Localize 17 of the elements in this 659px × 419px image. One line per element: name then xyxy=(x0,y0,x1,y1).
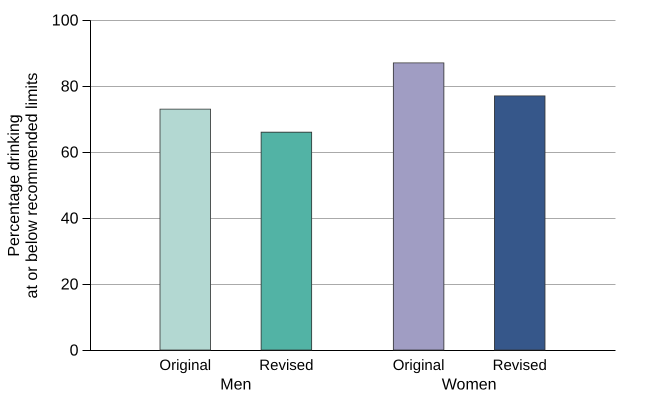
y-tick-label: 20 xyxy=(60,276,79,294)
bar xyxy=(494,96,546,350)
y-tick-label: 60 xyxy=(60,144,79,162)
bar xyxy=(260,132,312,350)
y-tick-label: 0 xyxy=(70,342,79,360)
x-tick-label: Men xyxy=(220,376,252,394)
text: Revised xyxy=(492,357,547,374)
bar xyxy=(160,108,211,350)
bar xyxy=(392,62,444,350)
series-label: Original xyxy=(159,357,212,374)
y-tick-label: 40 xyxy=(60,210,79,228)
y-tick-label: 80 xyxy=(60,78,79,96)
y-tick-label: 100 xyxy=(52,12,79,30)
y-axis-title: Percentage drinking at or below recommended limits xyxy=(6,72,41,298)
series-label: Revised xyxy=(259,357,314,374)
text: Original xyxy=(392,357,444,374)
x-tick-label: Women xyxy=(442,376,497,394)
